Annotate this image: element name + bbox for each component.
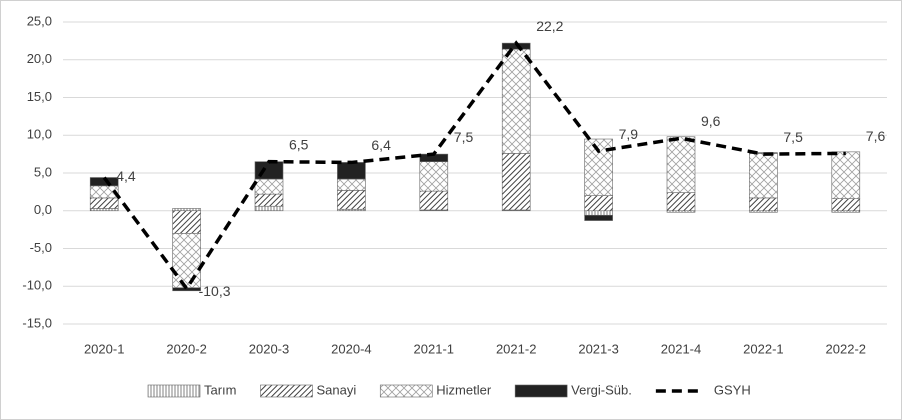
legend-swatch [260,384,313,398]
bar-segment [584,195,613,212]
bar-segment [172,208,201,212]
y-tick-label: 0,0 [34,202,52,217]
x-tick-label: 2022-1 [743,341,783,356]
bar-segment [749,197,778,212]
bar-segment [666,136,696,193]
x-tick-label: 2021-3 [578,341,618,356]
x-tick-label: 2021-2 [496,341,536,356]
data-label: 7,9 [619,126,639,142]
bar-segment [419,190,449,211]
bar-segment [89,208,119,212]
x-tick-label: 2022-2 [826,341,866,356]
legend-label: Vergi-Süb. [571,382,632,397]
y-tick-label: -5,0 [30,240,52,255]
data-label: 6,5 [289,136,309,152]
data-label: 6,4 [371,137,391,153]
y-tick-label: 15,0 [27,89,52,104]
data-label: 7,5 [454,129,474,145]
y-tick-label: 25,0 [27,13,52,28]
data-label: 7,6 [866,128,886,144]
data-label: 7,5 [783,129,803,145]
bar-segment [666,192,696,212]
legend-swatch [379,384,433,398]
x-tick-label: 2020-2 [166,341,206,356]
line [102,40,846,292]
bar-segment [501,48,531,154]
data-label: 4,4 [116,168,136,184]
x-tick-label: 2020-4 [331,341,371,356]
bar-segment [172,210,201,234]
legend-label: Tarım [204,382,237,397]
x-tick-label: 2021-1 [414,341,454,356]
bar-segment [254,205,284,212]
legend-swatch [514,384,568,398]
bar-segment [584,138,613,196]
data-label: 22,2 [536,18,563,34]
bar-segment [584,210,613,216]
x-tick-label: 2020-1 [84,341,124,356]
bar-segment [172,233,201,289]
bar-segment [89,197,119,209]
legend-label: Sanayi [317,382,357,397]
bar-segment [337,178,366,191]
bar-segment [501,153,531,211]
bar-segment [831,198,861,212]
y-tick-label: 10,0 [27,127,52,142]
bar-segment [584,214,613,221]
y-tick-label: 5,0 [34,164,52,179]
bar-segment [337,190,366,210]
x-tick-label: 2021-4 [661,341,701,356]
bar-segment [749,153,778,199]
y-tick-label: 20,0 [27,51,52,66]
legend-label: GSYH [714,382,751,397]
y-tick-label: -15,0 [22,315,52,330]
bar-segment [254,161,284,180]
data-label: 9,6 [701,113,721,129]
bar-segment [419,161,449,192]
x-tick-label: 2020-3 [249,341,289,356]
bar-segment [254,193,284,207]
legend-swatch [147,384,201,398]
bar-segment [337,162,366,180]
bar-segment [254,178,284,195]
bar-segment [831,151,861,199]
legend-label: Hizmetler [436,382,492,397]
data-label: -10,3 [199,283,231,299]
y-tick-label: -10,0 [22,278,52,293]
